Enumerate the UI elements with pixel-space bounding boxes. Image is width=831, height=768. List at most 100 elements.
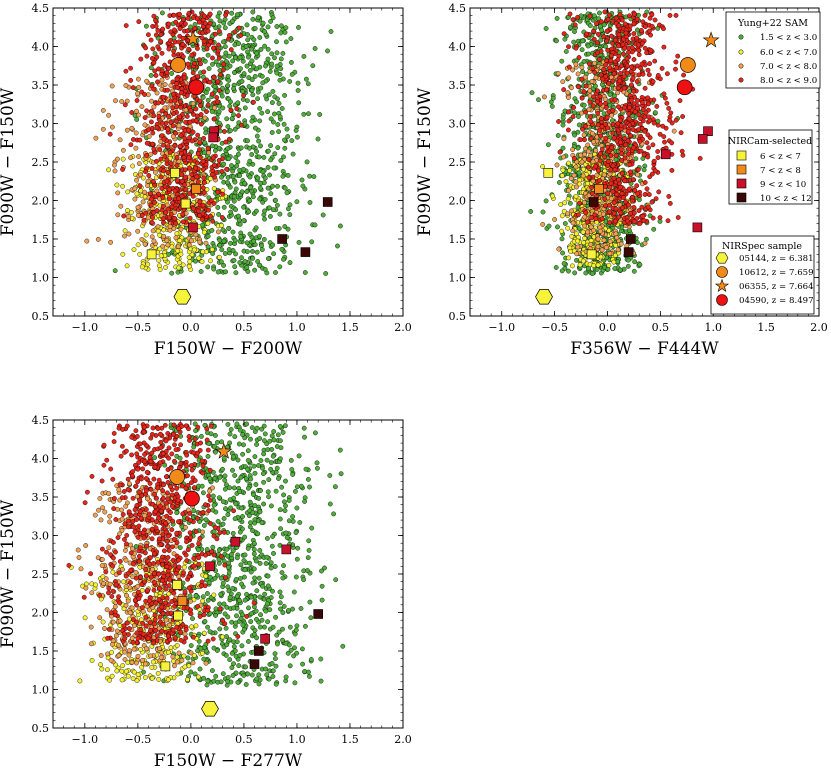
sam-point <box>197 239 203 245</box>
sam-point <box>134 191 140 197</box>
sam-point <box>151 238 157 244</box>
sam-point <box>615 90 620 96</box>
sam-point <box>175 178 181 184</box>
sam-point <box>287 212 293 218</box>
sam-point <box>574 251 580 257</box>
sam-point <box>213 59 219 65</box>
sam-point <box>250 114 256 120</box>
sam-point <box>605 191 610 197</box>
sam-point <box>278 23 284 29</box>
sam-point <box>161 168 167 174</box>
sam-point <box>593 83 598 89</box>
sam-point <box>643 110 649 116</box>
sam-point <box>159 108 165 114</box>
sam-point <box>612 97 618 103</box>
sam-point <box>249 118 255 124</box>
sam-point <box>190 129 196 135</box>
sam-point <box>588 119 594 125</box>
sam-point <box>558 202 564 208</box>
sam-point <box>320 212 326 218</box>
sam-point <box>197 140 203 146</box>
sam-point <box>262 624 267 630</box>
sam-point <box>561 136 567 142</box>
sam-point <box>249 425 255 430</box>
sam-point <box>638 148 644 154</box>
sam-point <box>156 114 162 119</box>
sam-point <box>580 229 586 235</box>
sam-point <box>100 108 106 113</box>
sam-point <box>632 109 638 115</box>
sam-point <box>675 53 681 59</box>
sam-point <box>618 210 624 216</box>
legend-entry: 7 < z < 8 <box>760 166 801 176</box>
sam-point <box>130 163 136 169</box>
sam-point <box>122 228 128 234</box>
sam-point <box>231 198 237 204</box>
sam-point <box>220 39 226 45</box>
sam-point <box>295 88 301 93</box>
sam-point <box>208 39 213 45</box>
sam-point <box>148 73 154 78</box>
sam-point <box>325 48 330 54</box>
sam-point <box>628 97 634 103</box>
sam-point <box>135 228 141 234</box>
sam-point <box>218 72 223 78</box>
sam-point <box>577 200 582 206</box>
sam-point <box>591 28 596 34</box>
sam-point <box>205 52 211 58</box>
sam-point <box>589 271 595 276</box>
x-tick-label: 1.0 <box>704 321 722 334</box>
legend-entry: 04590, z = 8.497 <box>739 296 814 306</box>
sam-point <box>148 151 154 157</box>
y-tick-label: 4.5 <box>32 2 50 15</box>
sam-point <box>606 262 612 268</box>
x-tick-label: 1.5 <box>757 321 775 334</box>
sam-point <box>257 185 263 191</box>
sam-point <box>578 137 584 143</box>
sam-point <box>202 179 207 185</box>
sam-scatter <box>528 9 703 276</box>
sam-point <box>579 76 585 82</box>
sam-point <box>271 429 277 434</box>
sam-point <box>631 219 637 224</box>
sam-point <box>265 46 271 52</box>
sam-point <box>249 77 255 83</box>
sam-point <box>215 205 221 210</box>
sam-point <box>651 158 657 164</box>
sam-point <box>157 147 163 153</box>
sam-point <box>588 114 594 119</box>
sam-point <box>588 242 594 247</box>
sam-point <box>174 162 180 168</box>
sam-point <box>156 66 162 72</box>
legend-marker-nircam-9 <box>736 178 747 189</box>
sam-point <box>219 214 225 220</box>
sam-point <box>585 142 591 148</box>
legend-marker-sam-6 <box>738 49 744 55</box>
sam-point <box>616 32 622 38</box>
sam-point <box>566 109 571 115</box>
sam-point <box>631 88 636 94</box>
sam-point <box>160 243 166 249</box>
sam-point <box>646 192 652 198</box>
sam-point <box>281 121 287 127</box>
sam-point <box>172 215 178 221</box>
sam-point <box>162 82 168 87</box>
sam-point <box>249 58 255 64</box>
legend-marker-nircam-6 <box>736 150 747 161</box>
sam-point <box>247 174 253 180</box>
legend-sam: Yung+22 SAM 1.5 < z < 3.0 6.0 < z < 7.0 … <box>725 11 821 89</box>
sam-point <box>615 259 621 264</box>
sam-point <box>587 88 593 94</box>
sam-point <box>607 238 613 244</box>
sam-point <box>669 167 675 173</box>
sam-point <box>265 148 271 154</box>
sam-point <box>128 155 134 161</box>
sam-point <box>588 153 593 158</box>
sam-point <box>285 172 291 178</box>
sam-point <box>144 78 150 84</box>
sam-point <box>678 130 684 136</box>
sam-point <box>608 58 614 63</box>
sam-point <box>216 109 222 114</box>
sam-point <box>557 149 563 155</box>
sam-point <box>597 178 602 184</box>
